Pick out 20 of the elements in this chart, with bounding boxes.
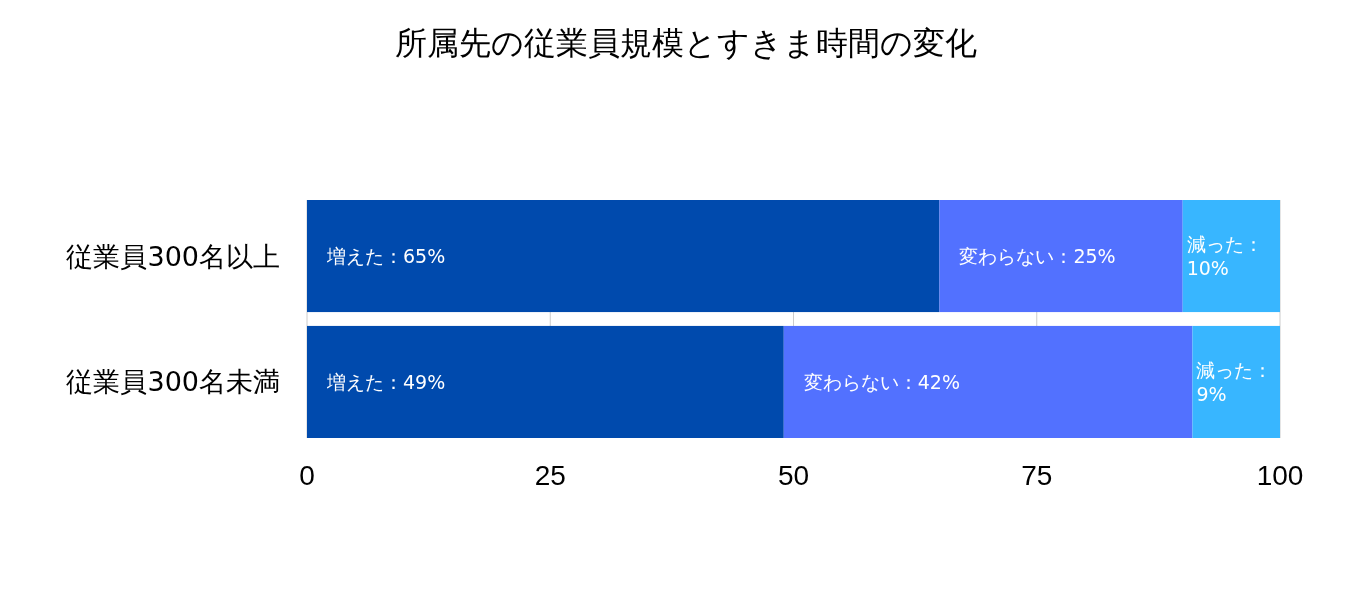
x-tick-label: 75 [1021,459,1053,491]
data-label: 減った：9% [1196,359,1273,405]
y-tick-label: 従業員300名未満 [66,366,280,398]
data-label: 変わらない：25% [959,245,1116,268]
x-tick-label: 0 [299,459,315,491]
bar [783,325,1193,438]
bar [939,200,1183,313]
data-label: 減った：10% [1186,233,1263,279]
x-tick-label: 50 [777,459,810,491]
data-label: 増えた：49% [326,370,446,393]
bar [307,200,940,313]
data-label: 増えた：65% [326,245,446,268]
y-tick-label: 従業員300名以上 [66,240,280,272]
x-tick-label: 100 [1256,459,1304,491]
bar [1192,325,1280,438]
chart-title: 所属先の従業員規模とすきま時間の変化 [395,24,977,62]
data-label: 変わらない：42% [803,370,960,393]
bar [307,325,784,438]
x-tick-label: 25 [534,459,566,491]
bar [1182,200,1280,313]
